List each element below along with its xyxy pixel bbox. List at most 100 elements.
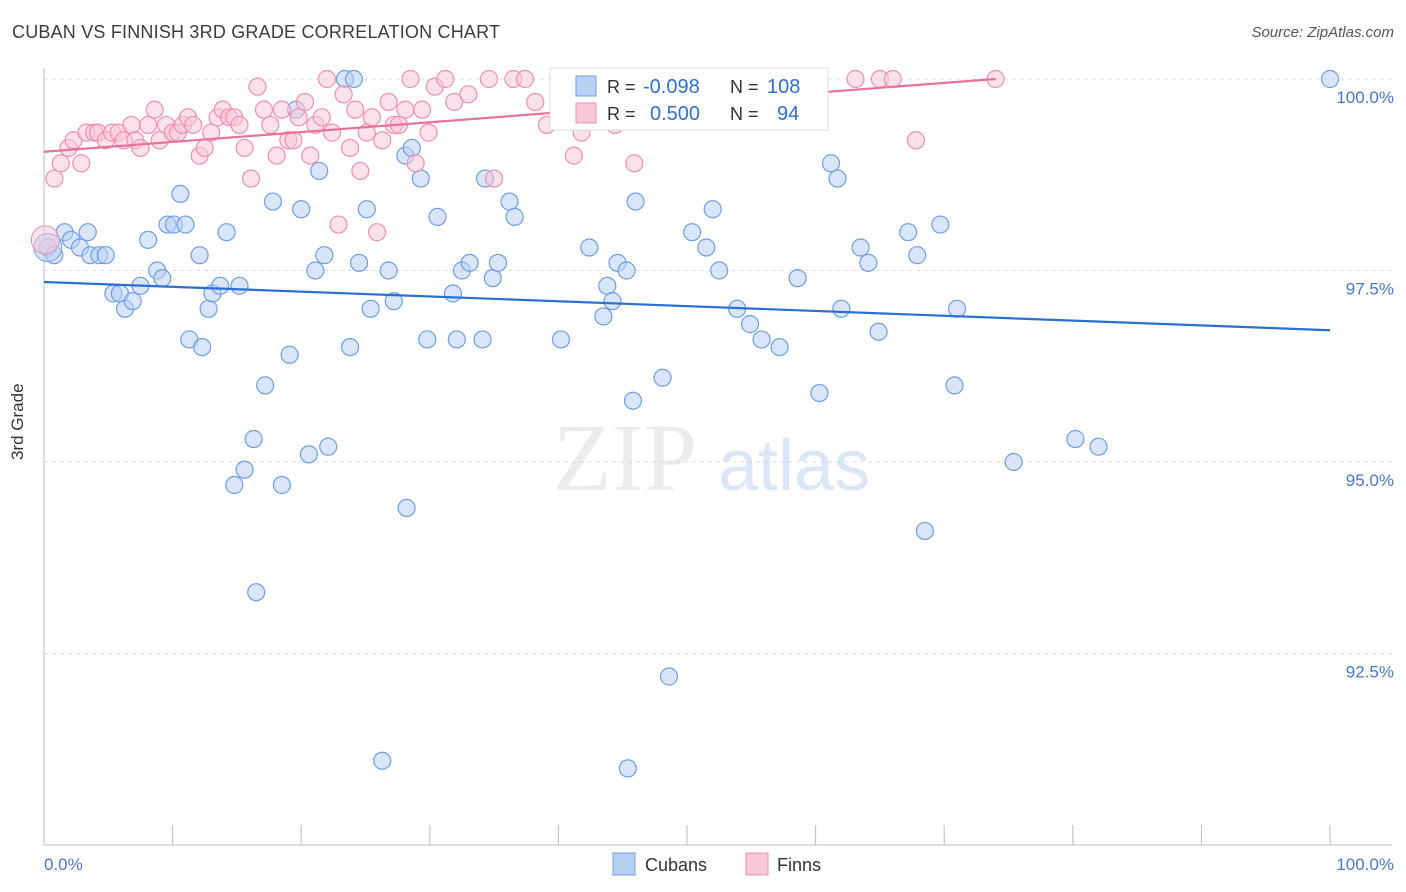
finn-point [248,77,267,96]
cuban-point [603,292,622,311]
finn-point [479,69,499,89]
finn-point [317,69,337,89]
finn-point [334,85,353,104]
cuban-point [770,338,789,357]
cuban-point [703,200,722,219]
cuban-point [869,322,888,341]
finn-point [139,115,158,135]
cuban-point [230,276,249,295]
cuban-point [618,759,637,778]
finn-point [396,100,415,119]
cuban-point [349,253,369,272]
cuban-point [96,246,115,265]
cuban-point [447,330,466,349]
cuban-point [810,383,829,403]
cuban-point [580,238,599,257]
cuban-point [931,215,950,234]
cuban-point [626,192,645,211]
cuban-point [244,429,263,449]
cuban-point [697,238,716,257]
finn-point [145,100,164,119]
stats-r-label-cubans: R = [607,77,636,97]
stats-swatch-cubans [575,75,597,97]
y-tick-labels: 92.5% 95.0% 97.5% 100.0% [1336,88,1394,682]
source-label: Source: ZipAtlas.com [1251,24,1394,41]
finn-point [322,123,342,142]
axes [43,68,1392,846]
finn-point [346,100,365,119]
finn-point [515,69,535,89]
finn-point [261,115,280,135]
stats-n-value-cubans: 108 [767,76,800,98]
watermark-zip: ZIP [553,404,697,511]
y-tick-label: 95.0% [1346,471,1394,490]
cuban-point [945,376,964,395]
cuban-point [859,253,878,272]
finn-point [625,154,644,173]
cuban-point [340,338,360,357]
finn-point [72,154,91,173]
finn-point [883,69,902,89]
stats-swatch-finns [575,102,597,124]
finn-point [267,146,286,165]
cuban-point [617,261,636,280]
cubans-trendline [43,280,1331,332]
finn-point [235,138,254,158]
finn-point [295,92,315,112]
finn-point [436,69,455,89]
finn-point [406,154,425,173]
chart-title: CUBAN VS FINNISH 3RD GRADE CORRELATION C… [12,22,501,42]
cuban-point [443,284,463,303]
cuban-point [299,445,319,464]
cuban-point [623,391,643,410]
finn-point [131,138,150,158]
legend-label-cubans: Cubans [645,855,707,875]
legend-swatch-cubans [612,852,636,876]
cuban-point [551,330,571,349]
cuban-point [788,269,807,288]
cuban-point [384,292,403,311]
finn-point [51,154,70,173]
finn-point [284,131,303,150]
cuban-point [373,751,392,770]
stats-r-value-finns: 0.500 [650,103,700,125]
cuban-point [411,169,430,188]
finn-point [122,115,141,135]
finn-point [906,131,926,150]
cuban-point [821,154,841,173]
cuban-point [256,376,275,395]
cuban-point [683,223,702,242]
finn-point [445,92,464,112]
cuban-point [598,276,617,295]
finn-point [401,69,420,89]
finn-point [241,169,261,188]
cuban-point [310,161,329,181]
y-tick-label: 92.5% [1346,663,1394,682]
finn-point [485,169,504,188]
cuban-point [483,269,502,288]
cuban-point [123,292,142,311]
finn-point [272,100,292,119]
cuban-point [397,498,416,518]
cuban-point [428,207,447,226]
cuban-point [225,475,244,495]
stats-n-label-cubans: N = [730,77,759,97]
finn-point [329,215,348,234]
cuban-point [710,261,729,280]
cuban-point [851,238,870,257]
cuban-point [473,330,492,349]
cuban-point [78,223,97,242]
cuban-point [280,345,299,364]
cuban-point [193,338,212,357]
cuban-point [306,261,325,280]
cuban-point [199,299,218,318]
cuban-point [653,368,672,387]
finn-point [202,123,221,142]
cuban-point [171,184,190,203]
stats-n-value-finns: 94 [777,103,799,125]
cuban-point [828,169,847,188]
y-tick-label: 100.0% [1336,88,1394,107]
cuban-point [1066,429,1085,449]
cuban-point [153,269,172,288]
finn-point [351,161,370,181]
